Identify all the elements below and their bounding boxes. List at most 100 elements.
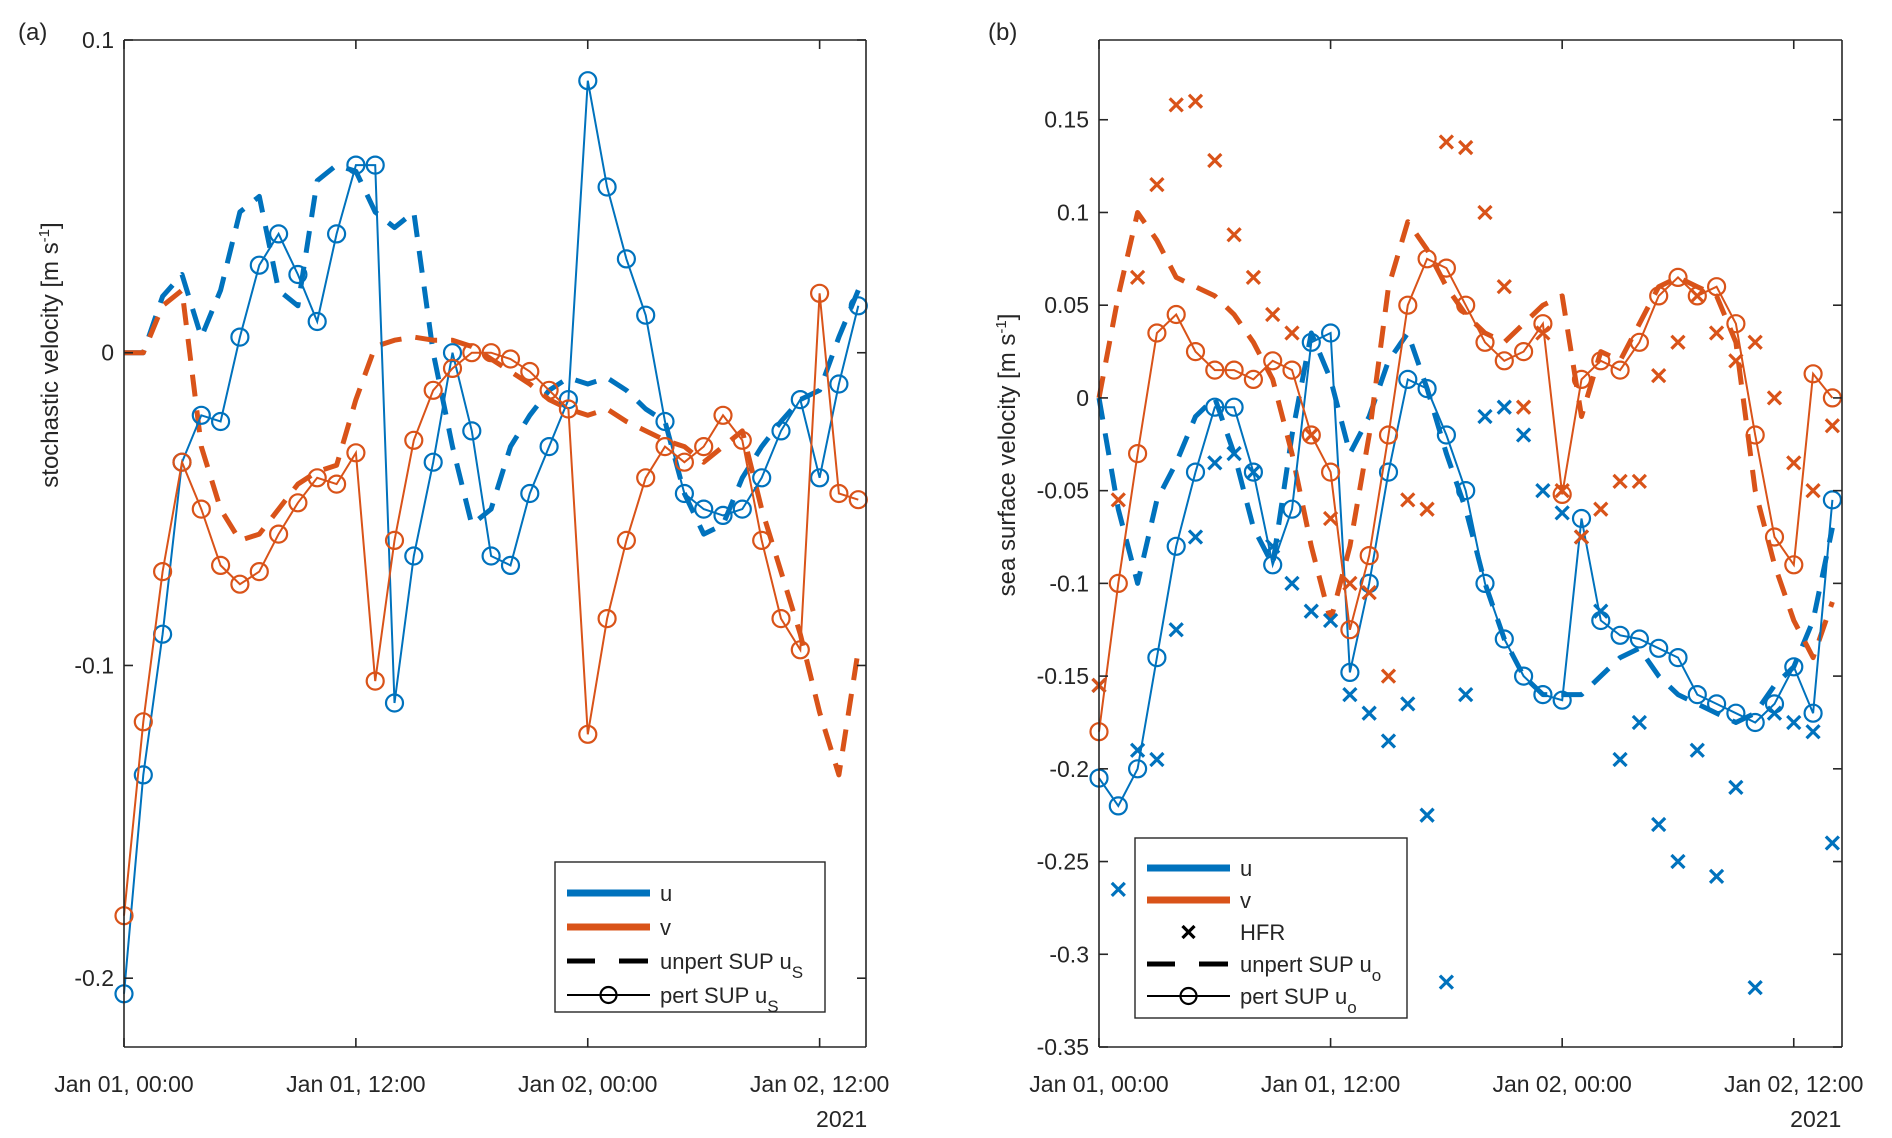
data-point-v-hfr xyxy=(1786,455,1802,471)
x-tick-label: Jan 01, 12:00 xyxy=(1261,1071,1400,1097)
data-point-v-pert-sup xyxy=(1205,360,1225,380)
data-point-v-pert-sup xyxy=(230,574,250,594)
legend-label-main: HFR xyxy=(1240,920,1285,945)
data-point-v-hfr xyxy=(1226,227,1242,243)
data-point-v-hfr xyxy=(1245,269,1262,286)
data-point-u-hfr xyxy=(1110,881,1126,897)
data-point-u-pert-sup xyxy=(365,155,385,175)
data-point-v-pert-sup xyxy=(462,343,482,363)
data-point-v-pert-sup xyxy=(616,530,637,551)
data-point-u-pert-sup xyxy=(694,499,714,519)
data-point-v-hfr xyxy=(1766,390,1783,406)
data-point-v-pert-sup xyxy=(1147,323,1167,343)
y-tick-label: 0 xyxy=(101,340,114,366)
data-point-u-pert-sup xyxy=(1706,694,1727,714)
data-point-v-pert-sup xyxy=(1436,258,1457,278)
data-point-v-pert-sup xyxy=(384,530,405,551)
y-tick-label: -0.1 xyxy=(74,652,114,678)
y-tick-label: -0.15 xyxy=(1037,663,1089,689)
panel-b-axes: 0.15 0.1 0.05 0 -0.05 -0.1 -0.15 -0.2 -0.25 -0.3 -… xyxy=(1029,39,1863,1132)
x-axis-year-label: 2021 xyxy=(1790,1106,1841,1132)
data-point-v-pert-sup xyxy=(481,343,501,363)
data-point-u-hfr xyxy=(1458,687,1474,703)
legend-label-main: unpert SUP u xyxy=(660,949,792,974)
y-tick-label: -0.05 xyxy=(1037,478,1089,504)
panel-b-ylabel-main: sea surface velocity [m s xyxy=(994,334,1021,597)
data-point-v-pert-sup xyxy=(404,430,424,450)
data-point-u-hfr xyxy=(1400,696,1416,712)
data-point-v-pert-sup xyxy=(1726,314,1746,334)
data-point-v-pert-sup xyxy=(578,724,598,744)
data-point-v-hfr xyxy=(1496,279,1512,295)
data-point-u-pert-sup xyxy=(1436,425,1457,445)
data-point-v-pert-sup xyxy=(1494,351,1514,371)
data-point-u-pert-sup xyxy=(307,311,327,332)
data-point-u-pert-sup xyxy=(636,305,656,325)
series-line-v-pert-sup xyxy=(1098,257,1834,732)
data-point-v-hfr xyxy=(1400,492,1416,508)
data-point-v-hfr xyxy=(1689,288,1705,304)
y-tick-label: -0.2 xyxy=(74,965,114,991)
data-point-v-pert-sup xyxy=(655,437,675,457)
data-point-v-pert-sup xyxy=(153,561,173,582)
panel-b-sea-surface-velocity: (b) sea surface velocity [m s-1] 0.150.1… xyxy=(988,19,1863,1132)
data-point-u-pert-sup xyxy=(616,249,637,269)
data-point-u-pert-sup xyxy=(1745,712,1765,733)
data-point-u-pert-sup xyxy=(539,437,559,457)
legend-swatch-circle xyxy=(599,985,618,1005)
data-point-v-pert-sup xyxy=(790,640,810,660)
data-point-u-hfr xyxy=(1226,445,1242,462)
data-point-u-pert-sup xyxy=(1340,662,1360,683)
data-point-u-pert-sup xyxy=(133,765,153,785)
data-point-v-pert-sup xyxy=(327,474,347,494)
data-point-v-hfr xyxy=(1361,585,1377,601)
data-point-v-hfr xyxy=(1168,97,1184,113)
data-point-v-pert-sup xyxy=(732,430,752,450)
data-point-v-pert-sup xyxy=(829,483,849,504)
data-point-u-pert-sup xyxy=(1398,369,1418,389)
data-point-u-hfr xyxy=(1786,714,1802,731)
data-point-u-hfr xyxy=(1824,835,1840,851)
data-point-u-hfr xyxy=(1612,751,1628,768)
data-point-u-hfr xyxy=(1207,455,1223,471)
data-point-u-hfr xyxy=(1149,751,1165,768)
data-point-v-pert-sup xyxy=(1456,295,1476,315)
x-tick-label: Jan 01, 00:00 xyxy=(54,1071,193,1097)
data-point-u-hfr xyxy=(1245,464,1262,480)
data-point-v-pert-sup xyxy=(771,608,791,629)
legend-label: v xyxy=(660,915,671,940)
panel-a-ylabel-main: stochastic velocity [m s xyxy=(37,242,64,487)
data-point-v-hfr xyxy=(1419,501,1435,517)
data-point-u-pert-sup xyxy=(771,421,791,441)
data-point-v-hfr xyxy=(1708,325,1725,341)
data-point-u-hfr xyxy=(1670,853,1686,870)
data-point-u-pert-sup xyxy=(1784,657,1804,677)
data-point-v-pert-sup xyxy=(674,452,695,472)
data-point-u-hfr xyxy=(1496,399,1512,415)
data-point-v-pert-sup xyxy=(172,452,192,472)
data-point-v-pert-sup xyxy=(1417,249,1437,269)
data-point-u-pert-sup xyxy=(404,546,424,566)
data-point-v-pert-sup xyxy=(713,405,733,425)
data-point-v-hfr xyxy=(1593,501,1609,517)
data-point-v-pert-sup xyxy=(1745,425,1765,445)
data-point-u-pert-sup xyxy=(674,483,695,504)
data-point-u-pert-sup xyxy=(1108,796,1128,816)
data-point-v-pert-sup xyxy=(269,524,289,544)
legend-box xyxy=(554,861,826,1013)
data-point-v-pert-sup xyxy=(1166,304,1186,325)
legend-swatch-cross xyxy=(1181,924,1196,940)
x-tick-label: Jan 02, 12:00 xyxy=(750,1071,889,1097)
y-tick-label: 0 xyxy=(1076,385,1089,411)
data-point-u-pert-sup xyxy=(1205,397,1225,417)
data-point-u-pert-sup xyxy=(1282,499,1302,519)
data-point-v-pert-sup xyxy=(1649,286,1669,306)
data-point-v-pert-sup xyxy=(636,468,656,488)
legend-item: unpert SUP uS xyxy=(567,949,803,982)
data-point-u-hfr xyxy=(1651,816,1667,833)
data-point-u-pert-sup xyxy=(1726,703,1746,723)
legend-label: pert SUP uo xyxy=(1240,984,1357,1017)
data-point-v-hfr xyxy=(1477,204,1493,221)
data-point-u-pert-sup xyxy=(384,693,405,713)
data-point-v-pert-sup xyxy=(558,399,579,419)
